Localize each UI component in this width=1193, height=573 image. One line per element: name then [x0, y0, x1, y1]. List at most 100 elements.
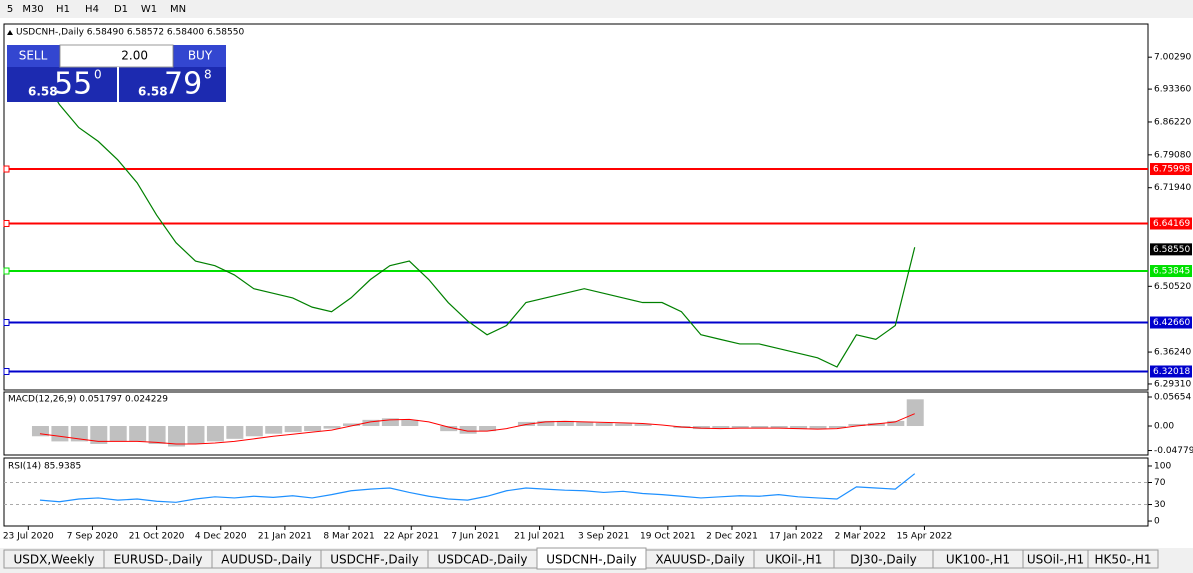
- histogram-bar: [790, 426, 808, 430]
- x-tick-label: 4 Dec 2020: [195, 532, 247, 542]
- y-tick-label: 70: [1154, 478, 1166, 488]
- y-tick-label: 30: [1154, 500, 1166, 510]
- histogram-bar: [731, 426, 749, 429]
- histogram-bar: [556, 420, 574, 427]
- timeframe-button[interactable]: 5: [7, 4, 13, 15]
- y-tick-label: 100: [1154, 461, 1171, 471]
- histogram-bar: [848, 423, 866, 427]
- tab[interactable]: [1087, 549, 1159, 569]
- level-marker: [3, 165, 10, 173]
- x-tick-label: 2 Mar 2022: [835, 532, 886, 542]
- x-tick-label: 8 Mar 2021: [323, 532, 374, 542]
- histogram-bar: [867, 422, 885, 427]
- tab-label: USDX,Weekly: [14, 553, 95, 567]
- level-label: 6.42660: [1153, 318, 1190, 328]
- histogram-bar: [148, 426, 166, 444]
- histogram-bar: [323, 426, 341, 429]
- histogram-bar: [206, 426, 224, 442]
- tab-label: XAUUSD-,Daily: [655, 553, 744, 567]
- x-tick-label: 21 Oct 2020: [129, 532, 185, 542]
- timeframe-button[interactable]: MN: [170, 4, 186, 15]
- histogram-bar: [109, 426, 127, 442]
- histogram-bar: [129, 426, 147, 442]
- sell-label: SELL: [19, 49, 48, 63]
- pane-title: RSI(14) 85.9385: [8, 462, 81, 472]
- histogram-bar: [362, 419, 380, 427]
- histogram-bar: [615, 423, 633, 427]
- level-label-bg: [1150, 217, 1192, 230]
- tab-label: HK50-,H1: [1095, 553, 1152, 567]
- current-price-label: 6.58550: [1153, 245, 1190, 255]
- timeframe-button[interactable]: H4: [85, 4, 99, 15]
- tab-label: EURUSD-,Daily: [114, 553, 203, 567]
- tab-label: USOil-,H1: [1027, 553, 1084, 567]
- timeframe-button[interactable]: W1: [141, 4, 157, 15]
- histogram-bar: [692, 426, 710, 430]
- sell-pips: 55: [54, 67, 92, 102]
- tab-label: USDCAD-,Daily: [438, 553, 528, 567]
- histogram-bar: [887, 420, 905, 427]
- histogram-bar: [809, 426, 827, 430]
- pane-title: USDCNH-,Daily 6.58490 6.58572 6.58400 6.…: [16, 28, 244, 38]
- level-label-bg: [1150, 163, 1192, 176]
- level-marker: [3, 267, 10, 275]
- histogram-bar: [576, 421, 594, 427]
- y-tick-label: 0.05654: [1154, 393, 1191, 403]
- y-tick-label: 6.93360: [1154, 85, 1191, 95]
- x-tick-label: 22 Apr 2021: [383, 532, 439, 542]
- histogram-bar: [304, 426, 322, 432]
- histogram-bar: [342, 423, 360, 427]
- x-tick-label: 21 Jul 2021: [514, 532, 565, 542]
- x-tick-label: 3 Sep 2021: [578, 532, 629, 542]
- timeframe-button[interactable]: D1: [114, 4, 128, 15]
- divider: [117, 67, 119, 102]
- histogram-bar: [440, 426, 458, 432]
- histogram-bar: [828, 426, 846, 429]
- sell-button[interactable]: [7, 45, 59, 67]
- buy-button[interactable]: [174, 45, 226, 67]
- level-label-bg: [1150, 365, 1192, 378]
- histogram-bar: [168, 426, 186, 447]
- level-marker: [3, 319, 10, 327]
- histogram-bar: [226, 426, 244, 439]
- pane-title: MACD(12,26,9) 0.051797 0.024229: [8, 395, 168, 405]
- chart-window: [0, 18, 1193, 548]
- y-tick-label: 6.86220: [1154, 117, 1191, 127]
- sell-big: 6.58: [28, 85, 58, 99]
- tab-label: DJ30-,Daily: [850, 553, 917, 567]
- histogram-bar: [751, 426, 769, 429]
- histogram-bar: [459, 426, 477, 434]
- y-tick-label: 6.71940: [1154, 183, 1191, 193]
- histogram-bar: [187, 426, 205, 444]
- level-label: 6.53845: [1153, 267, 1190, 277]
- x-tick-label: 15 Apr 2022: [897, 532, 953, 542]
- buy-pips: 79: [164, 67, 202, 102]
- current-price-bg: [1150, 243, 1192, 256]
- series-line: [39, 72, 916, 368]
- volume-box[interactable]: [59, 44, 174, 68]
- series-line: [39, 473, 916, 503]
- volume: 2.00: [121, 49, 148, 63]
- x-tick-label: 19 Oct 2021: [640, 532, 696, 542]
- level-label: 6.75998: [1153, 165, 1190, 175]
- y-tick-label: 0: [1154, 517, 1160, 527]
- timeframe-button[interactable]: M30: [22, 4, 43, 15]
- histogram-bar: [634, 423, 652, 427]
- buy-big: 6.58: [138, 85, 168, 99]
- histogram-bar: [537, 420, 555, 427]
- level-label: 6.32018: [1153, 367, 1190, 377]
- signal-line: [39, 413, 915, 445]
- y-tick-label: 6.36240: [1154, 348, 1191, 358]
- y-tick-label: 6.50520: [1154, 282, 1191, 292]
- trade-panel: SELL BUY 2.00 6.58 55 0 6.58 79 8: [7, 44, 226, 102]
- histogram-bar: [284, 426, 302, 433]
- histogram-bar: [51, 426, 69, 442]
- histogram-bar: [31, 426, 49, 437]
- timeframe-button[interactable]: H1: [56, 4, 70, 15]
- x-tick-label: 2 Dec 2021: [706, 532, 758, 542]
- macd-pane: [3, 391, 1149, 456]
- rsi-pane: [3, 457, 1149, 527]
- histogram-bar: [479, 426, 497, 432]
- y-tick-label: 7.00290: [1154, 53, 1191, 63]
